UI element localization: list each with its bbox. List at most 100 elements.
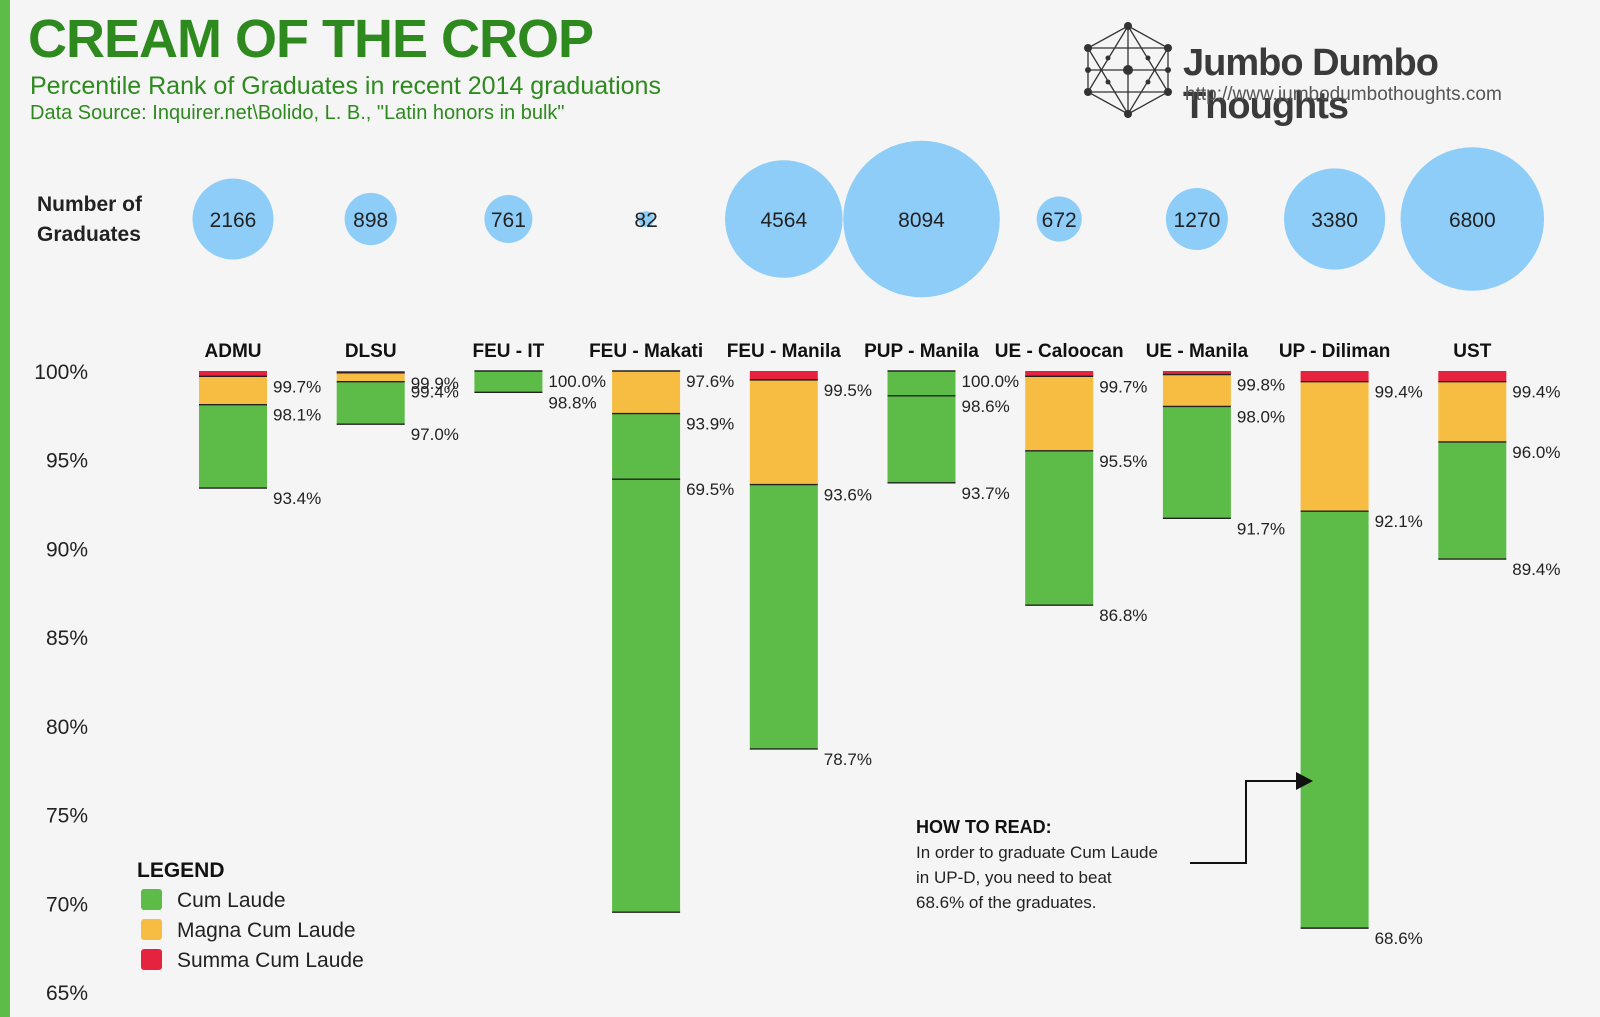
summa-bar: [199, 371, 267, 377]
magna-bar: [612, 371, 681, 414]
threshold-label: 99.4%: [411, 383, 459, 402]
accent-bar: [0, 0, 10, 1017]
threshold-label: 98.6%: [962, 397, 1010, 416]
school-label: ADMU: [205, 341, 262, 362]
annotation-arrow: [1190, 780, 1303, 864]
chart-title: CREAM OF THE CROP: [28, 9, 594, 69]
legend-title: LEGEND: [137, 859, 225, 882]
annotation-text: in UP-D, you need to beat: [916, 868, 1112, 887]
graduates-bubble: [1400, 147, 1545, 291]
threshold-label: 98.0%: [1237, 407, 1285, 426]
brand-name: Jumbo Dumbo Thoughts: [1183, 42, 1439, 127]
summa-bar: [336, 371, 405, 373]
annotation-text: In order to graduate Cum Laude: [916, 843, 1158, 862]
school-label: UE - Manila: [1146, 341, 1249, 362]
legend-swatch: [141, 949, 162, 970]
school-label: FEU - Manila: [727, 341, 841, 362]
y-tick-label: 75%: [46, 805, 88, 828]
data-source: Data Source: Inquirer.net\Bolido, L. B.,…: [30, 102, 565, 124]
cum-bar: [612, 413, 681, 480]
school-label: DLSU: [345, 341, 397, 362]
y-tick-label: 65%: [46, 982, 88, 1005]
legend-label: Summa Cum Laude: [177, 949, 364, 972]
magna-bar: [1300, 381, 1369, 512]
threshold-label: 98.1%: [273, 406, 321, 425]
chart-subtitle: Percentile Rank of Graduates in recent 2…: [30, 72, 661, 100]
brand-logo-icon: [1084, 22, 1172, 118]
cum-bar: [474, 371, 543, 393]
cum-bar: [336, 381, 405, 425]
graduates-bubble: [1165, 187, 1228, 251]
graduates-bubble: [638, 211, 654, 227]
school-label: FEU - Makati: [589, 341, 703, 362]
magna-bar: [1162, 374, 1231, 407]
arrow-head-icon: [1296, 772, 1313, 790]
summa-bar: [1162, 371, 1231, 375]
magna-bar: [336, 372, 405, 382]
threshold-label: 97.6%: [686, 372, 734, 391]
cum-bar: [612, 479, 681, 913]
summa-bar: [749, 371, 818, 380]
cum-bar: [887, 371, 956, 396]
graduates-bubble: [1284, 168, 1386, 270]
annotation-title: HOW TO READ:: [916, 817, 1052, 837]
y-tick-label: 90%: [46, 538, 88, 561]
magna-bar: [199, 376, 267, 405]
magna-bar: [749, 379, 818, 485]
threshold-label: 99.7%: [273, 377, 321, 396]
threshold-label: 99.4%: [1375, 383, 1423, 402]
legend-swatch: [141, 889, 162, 910]
legend-swatch: [141, 919, 162, 940]
graduates-bubble: [843, 140, 1000, 298]
threshold-label: 93.4%: [273, 489, 321, 508]
threshold-label: 99.4%: [1512, 383, 1560, 402]
threshold-label: 91.7%: [1237, 519, 1285, 538]
y-tick-label: 70%: [46, 893, 88, 916]
graduates-value: 1270: [1174, 209, 1221, 232]
threshold-label: 78.7%: [824, 750, 872, 769]
cum-bar: [749, 484, 818, 749]
graduates-value: 672: [1042, 209, 1077, 232]
threshold-label: 95.5%: [1099, 452, 1147, 471]
cum-bar: [1025, 450, 1094, 606]
graduates-value: 4564: [760, 209, 807, 232]
graduates-bubble: [1036, 196, 1082, 242]
graduates-value: 2166: [210, 209, 257, 232]
cum-bar: [1300, 511, 1369, 929]
brand-url: http://www.jumbodumbothoughts.com: [1185, 84, 1502, 105]
y-tick-label: 95%: [46, 450, 88, 473]
threshold-label: 99.5%: [824, 381, 872, 400]
threshold-label: 93.7%: [962, 484, 1010, 503]
graduates-bubble: [484, 194, 533, 244]
threshold-label: 68.6%: [1375, 929, 1423, 948]
legend-label: Magna Cum Laude: [177, 919, 356, 942]
threshold-label: 100.0%: [548, 372, 606, 391]
threshold-label: 97.0%: [411, 425, 459, 444]
annotation-text: 68.6% of the graduates.: [916, 893, 1097, 912]
threshold-label: 93.6%: [824, 486, 872, 505]
threshold-label: 99.9%: [411, 374, 459, 393]
threshold-label: 93.9%: [686, 415, 734, 434]
summa-bar: [1438, 371, 1507, 382]
graduates-bubble: [192, 178, 274, 260]
cum-bar: [1162, 406, 1231, 519]
school-label: UE - Caloocan: [995, 341, 1124, 362]
threshold-label: 99.7%: [1099, 377, 1147, 396]
graduates-label: Number of: [37, 193, 143, 216]
legend-label: Cum Laude: [177, 889, 286, 912]
graduates-value: 761: [491, 209, 526, 232]
school-label: UST: [1453, 341, 1491, 362]
cum-bar: [199, 404, 267, 489]
graduates-value: 3380: [1311, 209, 1358, 232]
threshold-label: 92.1%: [1375, 512, 1423, 531]
y-tick-label: 80%: [46, 716, 88, 739]
graduates-label: Graduates: [37, 223, 141, 246]
threshold-label: 98.8%: [548, 393, 596, 412]
magna-bar: [1025, 376, 1094, 451]
summa-bar: [1300, 371, 1369, 382]
school-label: PUP - Manila: [864, 341, 979, 362]
summa-bar: [1025, 371, 1094, 377]
threshold-label: 86.8%: [1099, 606, 1147, 625]
graduates-value: 898: [353, 209, 388, 232]
